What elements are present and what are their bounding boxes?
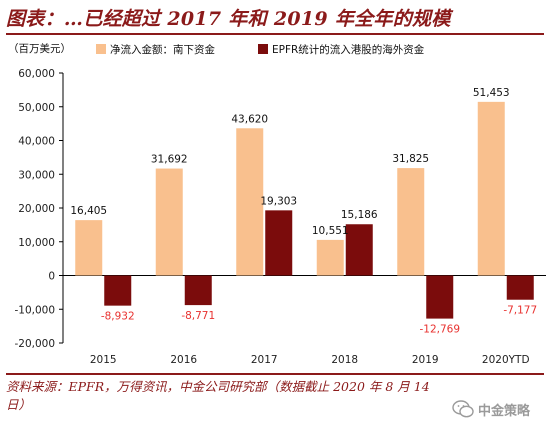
unit-label: （百万美元） — [8, 42, 71, 55]
y-tick-label: -10,000 — [14, 304, 55, 316]
x-tick-label: 2020YTD — [482, 354, 530, 366]
bars — [75, 101, 534, 319]
bar-series-1-2018 — [316, 239, 344, 276]
legend-swatch-series-2 — [258, 44, 268, 54]
bar-series-2-2019 — [426, 275, 454, 319]
bar-series-2-2015 — [104, 275, 132, 306]
y-tick-label: -20,000 — [14, 338, 55, 350]
title-divider — [6, 33, 544, 35]
footer-divider — [6, 373, 544, 375]
x-tick-label: 2016 — [170, 354, 197, 366]
bar-series-2-2017 — [265, 210, 293, 276]
watermark: 中金策略 — [452, 398, 530, 420]
data-labels: 16,405 -8,932 31,692 -8,771 43,620 19,303 10,5… — [70, 87, 537, 336]
bar-series-1-2015 — [75, 220, 103, 276]
bar-series-2-2016 — [184, 275, 212, 306]
legend-label-series-2: EPFR统计的流入港股的海外资金 — [272, 43, 425, 56]
x-tick-label: 2017 — [251, 354, 278, 366]
y-tick-label: 20,000 — [18, 203, 55, 215]
figure-title: 图表：…已经超过 2017 年和 2019 年全年的规模 — [6, 8, 451, 30]
y-tick-label: 40,000 — [18, 136, 55, 148]
x-tick-label: 2018 — [331, 354, 358, 366]
data-label: -12,769 — [419, 324, 460, 336]
y-tick-label: 30,000 — [18, 169, 55, 181]
legend-swatch-series-1 — [96, 44, 106, 54]
wechat-icon — [452, 400, 474, 418]
y-tick-label: 0 — [48, 271, 55, 283]
data-label: 51,453 — [473, 87, 510, 99]
bar-series-1-2020YTD — [477, 101, 505, 276]
data-label: 19,303 — [260, 195, 297, 207]
data-label: 31,825 — [392, 153, 429, 165]
data-label: 16,405 — [70, 205, 107, 217]
y-tick-label: 60,000 — [18, 68, 55, 80]
bar-series-1-2019 — [397, 168, 425, 276]
bar-series-1-2016 — [155, 168, 183, 276]
data-label: 43,620 — [231, 113, 268, 125]
data-label: -7,177 — [503, 305, 537, 317]
bar-series-2-2020YTD — [506, 275, 534, 300]
legend: 净流入金额：南下资金 EPFR统计的流入港股的海外资金 — [96, 43, 425, 56]
legend-label-series-1: 净流入金额：南下资金 — [110, 43, 215, 56]
x-tick-label: 2019 — [412, 354, 439, 366]
watermark-text: 中金策略 — [478, 403, 531, 419]
bar-series-1-2017 — [236, 128, 264, 276]
data-label: 10,551 — [312, 225, 349, 237]
y-tick-label: 10,000 — [18, 237, 55, 249]
data-label: -8,771 — [181, 310, 215, 322]
data-label: -8,932 — [101, 311, 135, 323]
y-tick-label: 50,000 — [18, 102, 55, 114]
axes: -20,000 -10,000 0 10,000 20,000 30,000 40,000 5… — [14, 68, 546, 366]
data-label: 31,692 — [151, 154, 188, 166]
data-label: 15,186 — [341, 209, 378, 221]
x-tick-label: 2015 — [90, 354, 117, 366]
bar-chart: （百万美元） 净流入金额：南下资金 EPFR统计的流入港股的海外资金 -20,0… — [8, 42, 546, 366]
bar-series-2-2018 — [345, 224, 373, 276]
source-note: 资料来源：EPFR，万得资讯，中金公司研究部（数据截止 2020 年 8 月 1… — [6, 379, 430, 412]
